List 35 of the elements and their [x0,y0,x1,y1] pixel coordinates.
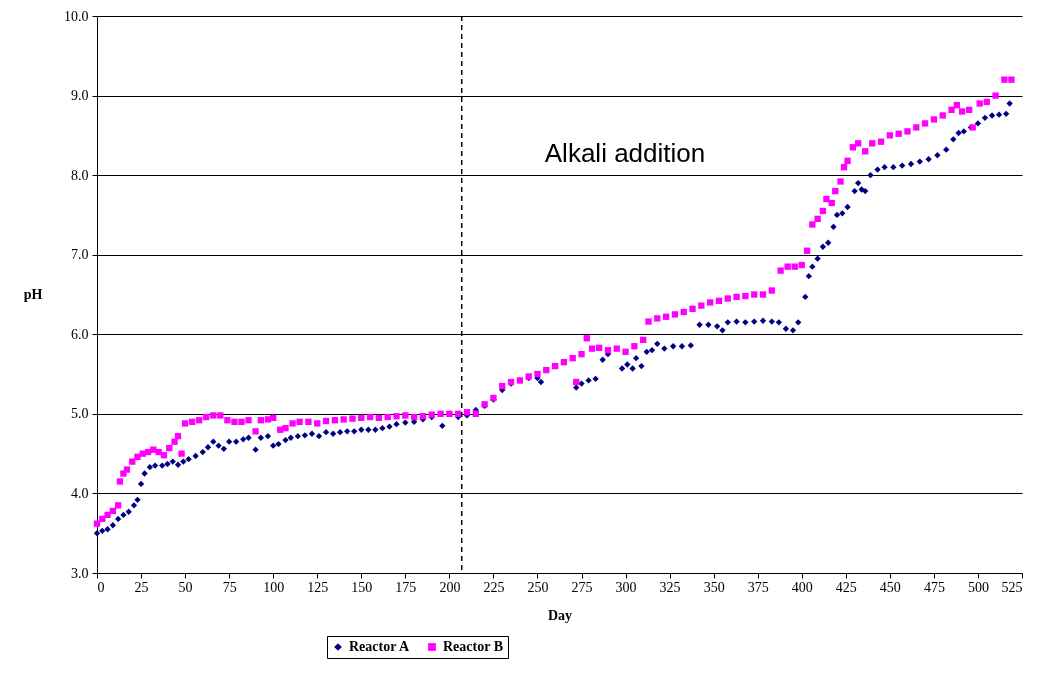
x-tick-label: 225 [483,579,505,595]
x-tick-label: 525 [1001,579,1023,595]
x-tick-label: 200 [439,579,461,595]
x-tick-label: 500 [967,579,989,595]
x-tick-label: 50 [178,579,193,595]
x-axis-title: Day [547,607,573,623]
x-tick-label: 75 [222,579,237,595]
y-tick-label: 5.0 [71,406,89,422]
y-axis-title: pH [23,286,43,302]
x-tick-label: 300 [615,579,637,595]
y-tick-label: 8.0 [71,167,89,183]
y-tick-label: 7.0 [71,247,89,263]
x-tick-label: 400 [791,579,813,595]
x-tick-label: 450 [879,579,901,595]
x-tick-label: 325 [659,579,681,595]
legend-label: Reactor A [349,639,410,654]
annotation: Alkali addition [544,138,706,168]
x-tick-label: 250 [527,579,549,595]
legend-label: Reactor B [443,639,503,654]
x-tick-label: 125 [307,579,329,595]
x-tick-label: 150 [351,579,373,595]
x-tick-label: 275 [571,579,593,595]
x-tick-label: 475 [923,579,945,595]
y-tick-label: 3.0 [71,565,89,581]
x-tick-label: 375 [747,579,769,595]
y-tick-label: 6.0 [71,326,89,342]
x-tick-label: 350 [703,579,725,595]
y-tick-label: 10.0 [64,8,89,24]
x-tick-label: 0 [97,579,105,595]
x-tick-label: 425 [835,579,857,595]
y-tick-label: 9.0 [71,88,89,104]
x-tick-label: 100 [263,579,285,595]
y-tick-label: 4.0 [71,485,89,501]
x-tick-label: 175 [395,579,417,595]
x-tick-label: 25 [134,579,149,595]
